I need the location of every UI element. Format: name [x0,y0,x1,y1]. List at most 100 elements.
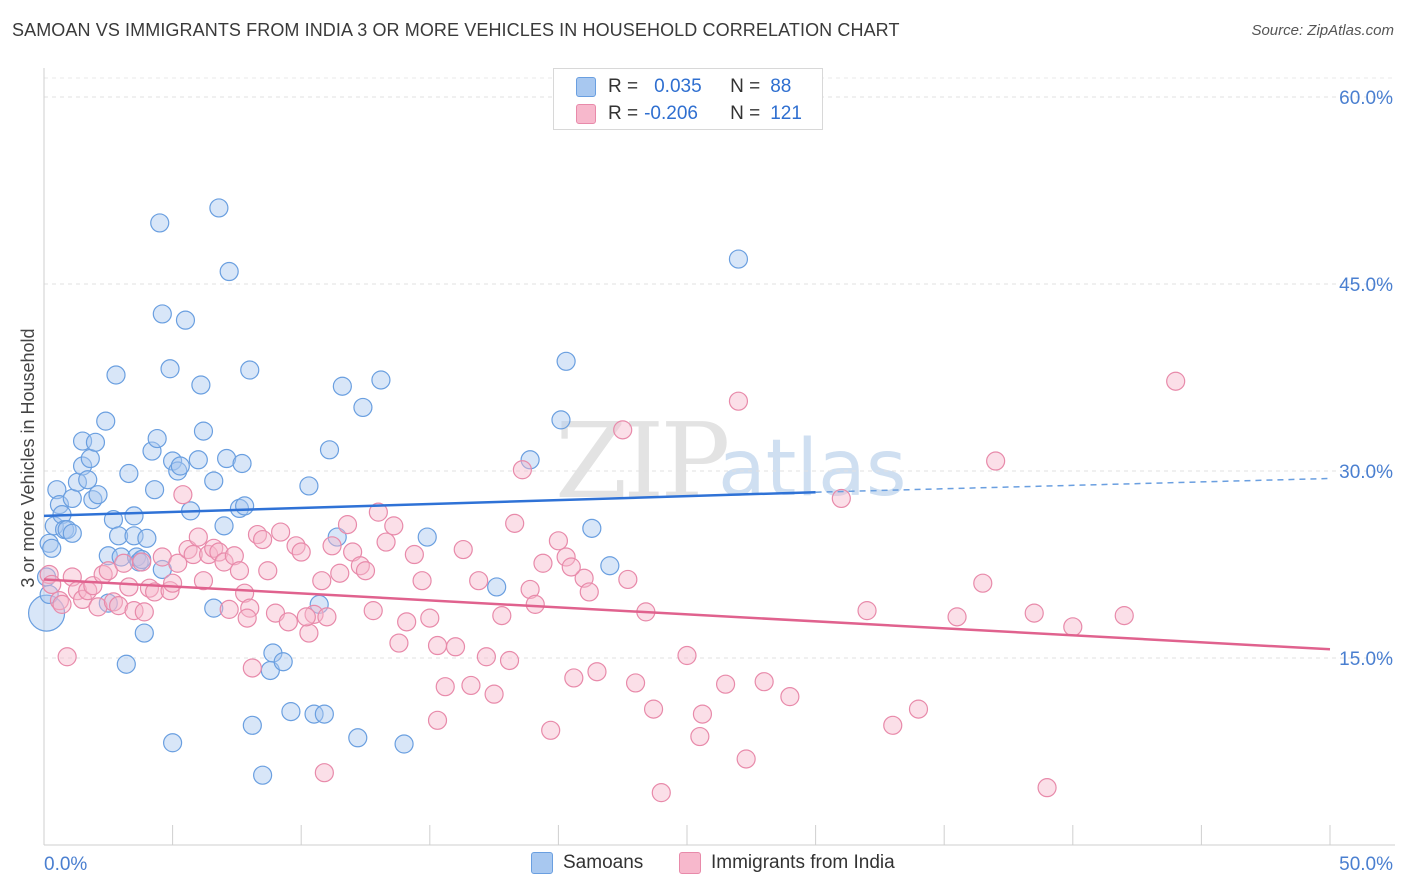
india-point [57,647,77,667]
samoans-point [152,304,172,324]
samoans-point [240,360,260,380]
samoans-point [242,715,262,735]
samoans-point [520,450,540,470]
samoans-point [394,734,414,754]
india-point [384,516,404,536]
india-point [188,527,208,547]
india-point [322,536,342,556]
india-point [947,607,967,627]
india-point [1063,617,1083,637]
samoans-point [168,461,188,481]
samoans-point [62,523,82,543]
samoans-point [487,577,507,597]
india-point [499,650,520,671]
samoans-point [214,516,234,536]
y-tick-label: 45.0% [1339,275,1393,296]
samoans-point [556,351,576,371]
india-point [389,633,409,653]
india-trend-line [43,578,1331,651]
samoans-point [332,376,352,396]
samoans-point [273,652,293,672]
india-point [291,542,311,562]
india-point [368,502,388,522]
samoans-point [204,598,224,618]
india-point [114,553,134,573]
india-point [1166,371,1186,391]
india-point [314,763,334,783]
india-point [258,561,278,581]
india-point [139,578,160,598]
samoans-point [47,480,67,500]
india-point [780,687,800,707]
x-tick-label: 0.0% [44,854,87,875]
india-point [42,574,62,595]
india-point [214,552,234,572]
bottom-legend-samoans: Samoans [531,852,643,874]
india-point [103,592,124,612]
samoans-point [281,702,301,722]
samoans-point [232,453,252,474]
legend-row-samoans: R = 0.035 N = 88 [576,75,791,99]
india-point [651,783,671,803]
india-point [692,704,713,724]
india-point [242,658,262,678]
samoans-point [204,471,224,491]
india-point [618,569,638,590]
india-points [39,371,1186,803]
legend-swatch-india [576,104,596,124]
samoans-point [319,440,340,460]
india-point [427,710,448,730]
bottom-legend-label: Immigrants from India [711,852,895,873]
india-point [548,531,569,551]
india-point [908,699,929,719]
samoans-point [42,538,62,558]
y-tick-label: 60.0% [1339,88,1393,109]
india-point [278,612,298,632]
india-point [715,674,736,694]
india-point [163,573,183,593]
samoans-point [80,448,100,469]
samoans-point [62,488,82,509]
y-tick-label: 15.0% [1339,649,1393,670]
samoans-point [147,428,167,449]
samoans-point [314,704,334,724]
india-point [579,582,599,602]
india-point [505,513,525,533]
bottom-swatch-india [679,852,701,874]
india-point [412,571,432,591]
india-point [299,623,319,643]
bottom-swatch-samoans [531,852,553,874]
india-point [986,451,1006,471]
india-point [355,561,376,581]
india-point [587,662,607,682]
india-point [235,583,255,603]
india-point [144,582,165,602]
india-point [754,672,774,692]
samoans-point [88,485,108,505]
correlation-legend: R = 0.035 N = 88 R = -0.206 N = 121 [553,68,823,130]
india-point [271,522,291,542]
samoans-point [191,375,211,395]
samoans-point [106,365,126,385]
samoans-trend-extension [815,477,1331,493]
bottom-legend-label: Samoans [563,852,644,873]
india-point [435,677,455,697]
india-point [1114,606,1134,626]
samoans-point [144,480,165,500]
india-point [461,675,481,696]
india-point [453,539,473,560]
india-point [229,561,250,581]
india-point [561,557,581,577]
samoans-points [27,198,749,785]
samoans-point [188,450,208,470]
bottom-legend-india: Immigrants from India [679,852,895,874]
india-point [219,599,239,619]
samoans-point [175,310,196,330]
samoans-point [44,516,64,536]
legend-r-value: -0.206 [644,103,698,124]
samoans-point [600,556,620,576]
samoans-point [108,526,129,546]
india-point [831,488,851,509]
samoans-point [39,533,59,553]
india-point [564,668,584,688]
